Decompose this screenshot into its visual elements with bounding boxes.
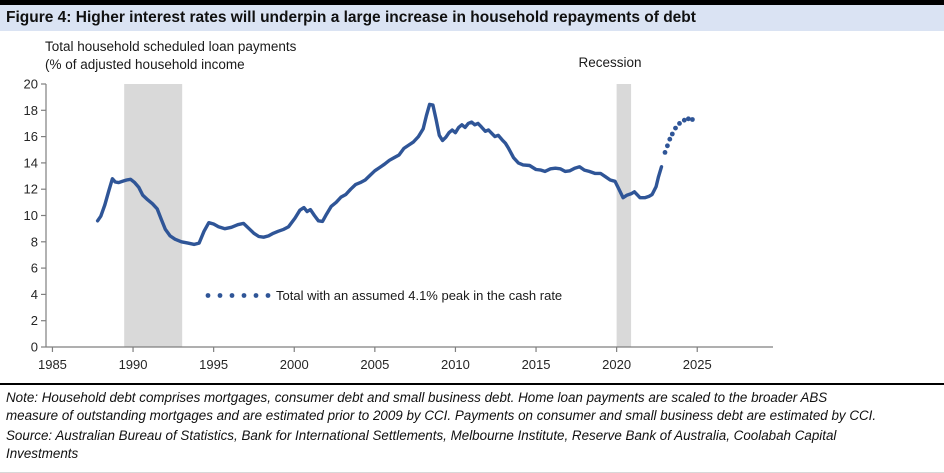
x-tick-label: 1995: [199, 357, 228, 372]
legend-dot: [241, 293, 247, 298]
legend-label: Total with an assumed 4.1% peak in the c…: [276, 288, 562, 303]
y-tick-label: 14: [24, 155, 38, 170]
x-tick-label: 2005: [360, 357, 389, 372]
x-tick-label: 1985: [38, 357, 67, 372]
legend-dot: [217, 293, 223, 298]
series-projection-dot: [677, 121, 682, 126]
source-text-line2: Investments: [6, 445, 79, 461]
y-tick-label: 2: [31, 313, 38, 328]
y-tick-label: 12: [24, 182, 38, 197]
source-text-line1: Source: Australian Bureau of Statistics,…: [6, 428, 837, 443]
chart-plot-area: 0 2 4 6 8 10 12 14 16 18 20 1985 1990 1995 2000 2005 201…: [24, 77, 773, 372]
chart-legend: Total with an assumed 4.1% peak in the c…: [205, 288, 562, 303]
recession-annotation: Recession: [578, 55, 641, 70]
legend-dot: [253, 293, 259, 298]
series-projection-dot: [690, 117, 695, 122]
y-tick-label: 18: [24, 103, 38, 118]
series-total-line: [95, 102, 664, 247]
line-chart: 0 2 4 6 8 10 12 14 16 18 20 1985 1990 1995 2000 2005 201…: [24, 39, 773, 372]
series-projection-dot: [669, 131, 675, 137]
y-tick-label: 0: [31, 340, 38, 355]
y-tick-label: 20: [24, 77, 38, 92]
x-tick-label: 2015: [522, 357, 551, 372]
y-tick-label: 10: [24, 208, 38, 223]
series-projection-dot: [673, 125, 678, 131]
note-text-line2: measure of outstanding mortgages and are…: [6, 407, 877, 423]
note-text-line1: Note: Household debt comprises mortgages…: [6, 390, 828, 405]
legend-dot: [265, 293, 271, 298]
y-tick-label: 16: [24, 129, 38, 144]
x-tick-label: 2000: [280, 357, 309, 372]
y-tick-label: 4: [31, 287, 38, 302]
series-projection-dot: [662, 150, 668, 155]
figure-title: Figure 4: Higher interest rates will und…: [6, 9, 696, 26]
x-tick-label: 2020: [602, 357, 631, 372]
recession-band: [124, 84, 183, 347]
y-tick-label: 8: [31, 234, 38, 249]
legend-dotted-marker: [205, 293, 271, 298]
y-tick-label: 6: [31, 261, 38, 276]
chart-subtitle-line2: (% of adjusted household income: [45, 57, 245, 72]
x-tick-label: 2010: [441, 357, 470, 372]
series-projection-dot: [667, 136, 673, 142]
figure-title-bar: Figure 4: Higher interest rates will und…: [0, 5, 944, 31]
figure-notes: Note: Household debt comprises mortgages…: [0, 383, 944, 462]
source-block: Source: Australian Bureau of Statistics,…: [6, 427, 936, 462]
recession-band: [616, 84, 632, 347]
series-projection-dot: [681, 117, 687, 123]
legend-dot: [205, 293, 211, 298]
chart-subtitle-line1: Total household scheduled loan payments: [45, 39, 297, 54]
x-tick-label: 2025: [683, 357, 712, 372]
series-projection-dot: [686, 116, 691, 122]
series-projection-dot: [665, 143, 670, 149]
x-tick-label: 1990: [119, 357, 148, 372]
legend-dot: [229, 293, 235, 298]
